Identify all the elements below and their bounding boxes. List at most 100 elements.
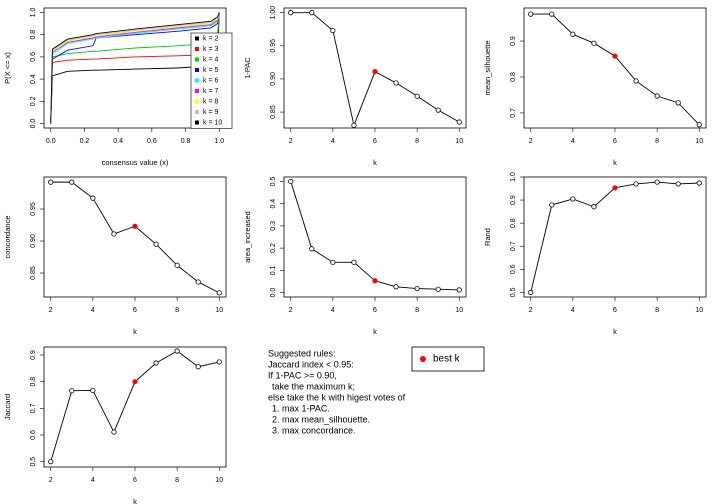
x-tick-label: 6 [373,307,377,314]
x-tick-label: 10 [215,477,223,484]
x-tick-label: 2 [529,138,533,145]
metric-point [696,180,702,186]
plot-frame [43,176,227,298]
y-tick-label: 0.8 [30,30,37,40]
x-tick-label: 8 [655,138,659,145]
metric-point [330,27,336,34]
x-axis-label: consensus value (x) [102,158,169,167]
y-tick-label: 0.6 [510,264,517,274]
y-tick-label: 0.9 [30,350,37,360]
x-axis-label: k [613,158,617,167]
legend-swatch [195,89,199,93]
y-axis-label: 1-PAC [243,57,252,79]
metric-point [288,10,294,16]
metric-point [414,285,420,292]
metric-point [309,10,315,16]
y-tick-label: 0.3 [270,221,277,231]
legend-swatch [195,57,199,62]
legend-label: k = 3 [203,46,218,53]
metric-point [195,364,201,370]
metric-point [174,348,180,354]
metric-point [111,231,117,237]
x-tick-label: 10 [695,307,703,314]
x-tick-label: 0.8 [181,138,191,145]
metric-point [633,78,639,84]
metric-point [132,379,138,385]
metric-point [69,179,75,185]
x-tick-label: 0.2 [80,138,90,145]
rule-line: 3. max concordance. [272,425,356,435]
legend-swatch [195,68,199,72]
legend-swatch [195,99,199,104]
y-axis-label: P(X <= x) [3,52,12,84]
metric-point [372,69,378,75]
x-tick-label: 4 [91,477,95,484]
x-tick-label: 0.0 [46,138,56,145]
x-axis-label: k [133,327,137,336]
best-k-legend-box [411,346,485,372]
legend-label: k = 9 [203,109,218,116]
y-tick-label: 0.85 [30,266,37,280]
metric-point [174,262,180,268]
ecdf-line [50,12,220,124]
x-tick-label: 8 [655,307,659,314]
ecdf-line [50,12,220,124]
y-tick-label: 0.5 [510,287,517,297]
x-tick-label: 6 [133,477,137,484]
x-tick-label: 6 [613,307,617,314]
metric-point [153,241,159,247]
x-tick-label: 10 [455,307,463,314]
y-tick-label: 0.7 [30,403,37,413]
metric-point [90,195,96,201]
x-tick-label: 6 [613,138,617,145]
y-tick-label: 0.0 [270,288,277,298]
y-tick-label: 0.8 [510,218,517,228]
x-tick-label: 2 [289,138,293,145]
metric-point [69,388,75,394]
metric-point [633,181,639,187]
rule-line: take the maximum k; [272,381,355,391]
y-tick-label: 0.85 [270,105,277,119]
x-axis-label: k [373,158,377,167]
x-tick-label: 10 [695,138,703,145]
x-tick-label: 10 [215,307,223,314]
rule-line: If 1-PAC >= 0.90, [268,370,337,380]
rule-line: else take the k with higest votes of [268,392,406,402]
y-tick-label: 0.6 [30,430,37,440]
metric-line [530,13,700,126]
rule-line: Jaccard index < 0.95: [268,359,354,369]
x-axis-label: k [613,327,617,336]
ecdf-line [50,12,220,124]
x-tick-label: 8 [415,138,419,145]
rule-line: 2. max mean_silhouette. [272,414,370,424]
y-tick-label: 0.8 [30,377,37,387]
plot-frame [523,176,707,298]
x-tick-label: 4 [331,138,335,145]
metric-point [612,185,618,191]
metric-point [414,93,420,99]
x-tick-label: 2 [289,307,293,314]
x-tick-label: 2 [49,307,53,314]
x-tick-label: 6 [373,138,377,145]
y-tick-label: 0.0 [30,119,37,129]
metric-point [393,284,399,290]
metric-point [372,278,378,284]
x-tick-label: 4 [571,138,575,145]
legend-swatch [195,110,199,114]
metric-line [290,12,460,127]
metric-point [675,181,681,187]
y-tick-label: 0.7 [510,108,517,118]
metric-point [570,196,576,202]
metric-line [50,350,220,462]
x-tick-label: 8 [415,307,419,314]
metric-point [351,259,357,265]
y-tick-label: 1.0 [30,7,37,17]
metric-point [48,459,54,465]
y-tick-label: 0.95 [30,202,37,216]
metric-point [591,204,597,210]
metric-point [654,93,660,99]
legend-swatch [195,78,199,83]
y-axis-label: Rand [483,228,492,246]
rules-text: Suggested rules: Jaccard index < 0.95: I… [268,348,406,435]
legend-label: k = 7 [203,88,218,95]
